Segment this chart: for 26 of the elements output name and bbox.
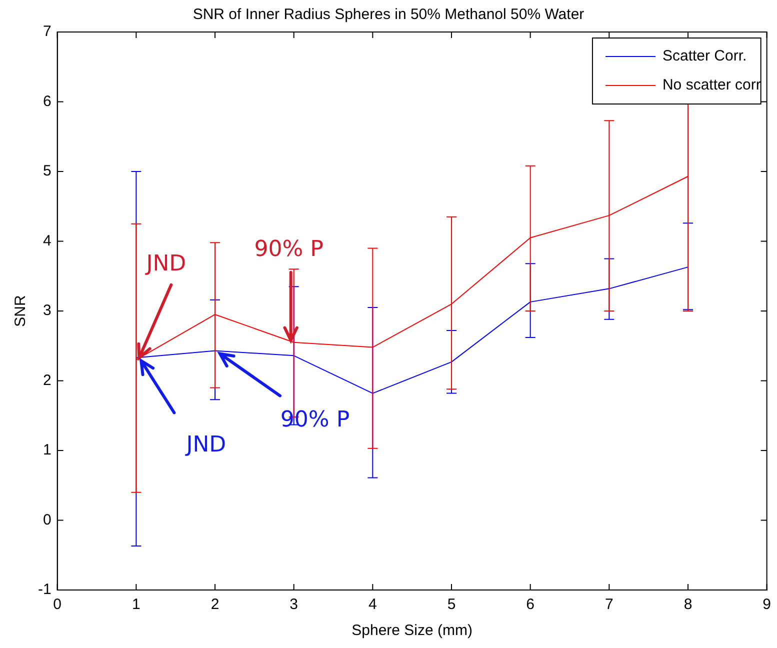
- x-axis-title: Sphere Size (mm): [352, 622, 473, 640]
- y-tick-label: 7: [42, 23, 52, 40]
- x-tick-label: 6: [526, 596, 535, 614]
- annotation: 90% P: [254, 237, 324, 262]
- y-tick-label: -1: [38, 581, 52, 598]
- x-tick-label: 4: [368, 596, 377, 614]
- x-tick-label: 7: [604, 596, 614, 614]
- annotation: JND: [144, 252, 186, 277]
- chart-title: SNR of Inner Radius Spheres in 50% Methanol 50% Water: [192, 6, 584, 24]
- y-tick-label: 3: [42, 302, 52, 320]
- y-axis-title: SNR: [12, 295, 30, 327]
- x-tick-label: 1: [132, 596, 140, 614]
- x-tick-label: 9: [762, 596, 771, 614]
- y-tick-label: 4: [42, 232, 52, 250]
- y-tick-label: 0: [42, 511, 52, 528]
- annotation: JND: [184, 432, 226, 458]
- x-tick-label: 2: [210, 596, 220, 614]
- x-tick-label: 8: [684, 596, 692, 614]
- legend-label: No scatter corr: [662, 76, 761, 94]
- y-tick-label: 6: [42, 92, 52, 110]
- x-tick-label: 3: [290, 596, 298, 614]
- y-tick-label: 1: [42, 442, 52, 459]
- legend-label: Scatter Corr.: [662, 48, 747, 65]
- x-tick-label: 5: [447, 596, 456, 614]
- y-tick-label: 2: [42, 372, 52, 389]
- y-tick-label: 5: [42, 162, 52, 180]
